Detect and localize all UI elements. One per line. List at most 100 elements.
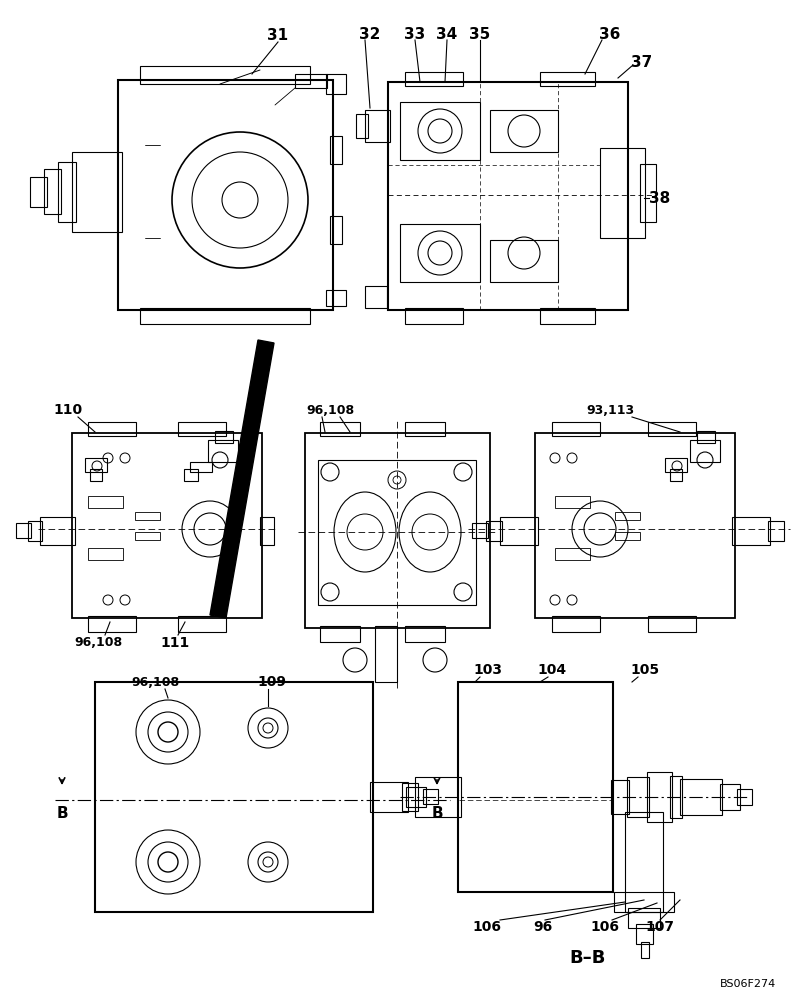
Bar — [40, 517, 75, 545]
Bar — [635, 924, 652, 944]
Bar — [679, 779, 721, 815]
Bar — [88, 548, 122, 560]
Bar — [370, 782, 407, 812]
Bar — [184, 469, 198, 481]
Bar — [626, 777, 648, 817]
Text: 110: 110 — [54, 403, 83, 417]
Bar — [388, 82, 627, 310]
Text: BS06F274: BS06F274 — [719, 979, 775, 989]
Text: 96,108: 96,108 — [306, 403, 354, 416]
Bar — [500, 517, 538, 545]
Bar — [554, 548, 590, 560]
Bar — [646, 772, 672, 822]
Bar — [325, 74, 345, 94]
Bar — [647, 616, 695, 632]
Text: 32: 32 — [359, 27, 380, 42]
Text: 34: 34 — [436, 27, 457, 42]
Bar — [647, 422, 695, 436]
Bar — [135, 512, 160, 520]
Bar — [88, 496, 122, 508]
Text: 38: 38 — [649, 191, 670, 206]
Bar — [414, 777, 461, 817]
Bar — [405, 626, 444, 642]
Bar — [664, 458, 686, 472]
Bar — [58, 162, 76, 222]
Bar — [405, 308, 462, 324]
Bar — [329, 216, 341, 244]
Bar — [118, 80, 333, 310]
Bar — [551, 616, 599, 632]
Bar — [375, 626, 397, 682]
Bar — [689, 440, 719, 462]
Text: 96,108: 96,108 — [74, 636, 122, 650]
Text: 31: 31 — [267, 28, 288, 43]
Bar — [554, 496, 590, 508]
Bar — [551, 422, 599, 436]
Bar — [329, 136, 341, 164]
Bar — [90, 469, 102, 481]
Bar — [215, 431, 233, 443]
Bar — [16, 523, 31, 538]
Text: 109: 109 — [257, 675, 286, 689]
Bar — [72, 152, 122, 232]
Bar — [486, 521, 501, 541]
Bar — [539, 308, 594, 324]
Bar — [95, 682, 372, 912]
Text: 33: 33 — [404, 27, 425, 42]
Bar — [178, 616, 225, 632]
Bar — [401, 783, 418, 811]
Bar — [85, 458, 107, 472]
Bar — [365, 286, 387, 308]
Bar — [72, 433, 262, 618]
Text: 35: 35 — [469, 27, 490, 42]
Bar — [669, 776, 681, 818]
Bar — [135, 532, 160, 540]
Bar — [355, 114, 367, 138]
Bar — [599, 148, 644, 238]
Bar — [614, 532, 639, 540]
Text: B–B: B–B — [569, 949, 606, 967]
Bar — [325, 290, 345, 306]
Bar — [400, 224, 479, 282]
Bar — [405, 72, 462, 86]
Bar — [719, 784, 739, 810]
Bar — [627, 908, 659, 928]
Bar — [190, 462, 212, 472]
Bar — [423, 789, 437, 804]
Text: 96: 96 — [533, 920, 552, 934]
Bar — [613, 892, 673, 912]
Bar — [30, 177, 47, 207]
Text: 105: 105 — [629, 663, 659, 677]
Bar — [320, 626, 359, 642]
Text: 36: 36 — [599, 27, 620, 42]
Text: 107: 107 — [645, 920, 674, 934]
Bar — [624, 812, 663, 912]
Text: 104: 104 — [537, 663, 566, 677]
Bar — [457, 682, 612, 892]
Bar — [640, 942, 648, 958]
Text: 96,108: 96,108 — [131, 676, 179, 688]
Text: B: B — [56, 806, 68, 821]
Bar — [669, 469, 681, 481]
Bar — [614, 512, 639, 520]
Text: 106: 106 — [472, 920, 501, 934]
Bar — [539, 72, 594, 86]
Bar — [696, 431, 714, 443]
Bar — [534, 433, 734, 618]
Bar — [139, 308, 310, 324]
Text: 93,113: 93,113 — [586, 403, 633, 416]
Bar — [405, 422, 444, 436]
Bar — [489, 110, 557, 152]
Bar — [406, 787, 426, 807]
Bar — [294, 74, 327, 88]
Bar — [44, 169, 61, 214]
Text: 111: 111 — [161, 636, 190, 650]
Text: 106: 106 — [590, 920, 619, 934]
Text: B: B — [431, 806, 442, 821]
Bar — [731, 517, 769, 545]
Bar — [139, 66, 310, 84]
Bar — [736, 789, 751, 805]
Bar — [208, 440, 238, 462]
Bar — [318, 460, 475, 605]
Bar — [471, 523, 487, 538]
